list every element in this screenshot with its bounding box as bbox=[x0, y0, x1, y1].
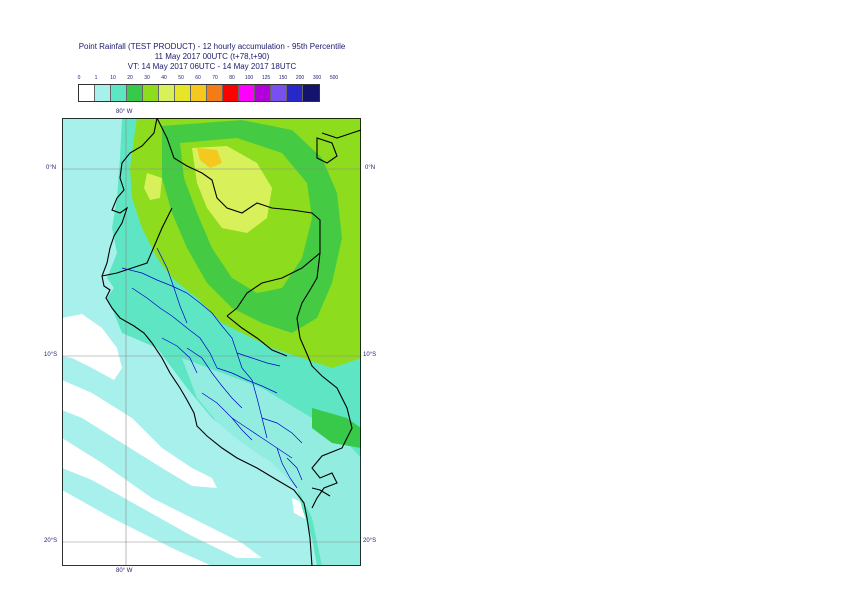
legend-swatches bbox=[78, 84, 320, 102]
lat-label-right-0: 0°N bbox=[365, 165, 376, 171]
lat-label-right-10: 10°S bbox=[363, 352, 377, 358]
dry-patch-3 bbox=[62, 438, 262, 558]
lon-label-bottom: 80° W bbox=[116, 568, 133, 574]
lat-label-left-20: 20°S bbox=[44, 538, 58, 544]
legend-label: 40 bbox=[161, 75, 167, 81]
title-line-3: VT: 14 May 2017 06UTC - 14 May 2017 18UT… bbox=[127, 62, 297, 71]
legend-swatch bbox=[95, 85, 111, 101]
legend-swatch bbox=[271, 85, 287, 101]
map-gridlines bbox=[62, 118, 361, 566]
rainfall-map bbox=[62, 118, 361, 566]
rain-green-patch-se bbox=[312, 408, 361, 448]
legend-swatch bbox=[111, 85, 127, 101]
rain-orange bbox=[197, 148, 222, 168]
title-line-2: 11 May 2017 00UTC (t+78,t+90) bbox=[154, 52, 270, 61]
legend-swatch bbox=[143, 85, 159, 101]
legend-swatch bbox=[79, 85, 95, 101]
dry-patch-4 bbox=[62, 490, 212, 566]
map-frame bbox=[62, 118, 361, 566]
lon-label-top: 80° W bbox=[116, 109, 133, 115]
lat-label-right-20: 20°S bbox=[363, 538, 377, 544]
legend-swatch bbox=[127, 85, 143, 101]
legend-label: 1 bbox=[94, 75, 98, 81]
legend-swatch bbox=[223, 85, 239, 101]
legend-colorbar bbox=[78, 84, 320, 102]
rain-yellow bbox=[192, 146, 272, 233]
rain-teal-south bbox=[182, 358, 361, 566]
legend-swatch bbox=[175, 85, 191, 101]
legend-label: 50 bbox=[178, 75, 184, 81]
legend-swatch bbox=[287, 85, 303, 101]
legend-label: 100 bbox=[244, 75, 254, 81]
chart-title-block: Point Rainfall (TEST PRODUCT) - 12 hourl… bbox=[62, 42, 362, 72]
title-line-1: Point Rainfall (TEST PRODUCT) - 12 hourl… bbox=[78, 42, 346, 51]
legend-swatch bbox=[207, 85, 223, 101]
legend-swatch bbox=[239, 85, 255, 101]
legend-label: 30 bbox=[144, 75, 150, 81]
legend-label: 20 bbox=[127, 75, 133, 81]
legend-label: 200 bbox=[295, 75, 305, 81]
legend-labels: 0 1 10 20 30 40 50 60 70 80 100 125 150 200 300 500 bbox=[78, 75, 348, 84]
legend-label: 125 bbox=[261, 75, 271, 81]
regional-boundaries bbox=[121, 247, 303, 489]
legend-label: 70 bbox=[212, 75, 218, 81]
legend-swatch bbox=[191, 85, 207, 101]
legend-label: 300 bbox=[312, 75, 322, 81]
lat-label-left-10: 10°S bbox=[44, 352, 58, 358]
legend-swatch bbox=[255, 85, 271, 101]
legend-label: 500 bbox=[329, 75, 339, 81]
coastline bbox=[101, 118, 361, 566]
legend-label: 10 bbox=[110, 75, 116, 81]
rain-yellow-2 bbox=[144, 173, 162, 200]
legend-label: 80 bbox=[229, 75, 235, 81]
legend-label: 0 bbox=[77, 75, 81, 81]
legend-swatch bbox=[303, 85, 319, 101]
dry-patch-1 bbox=[62, 314, 122, 380]
lat-label-left-0: 0°N bbox=[46, 165, 57, 171]
legend-label: 60 bbox=[195, 75, 201, 81]
legend-swatch bbox=[159, 85, 175, 101]
dry-patch-2 bbox=[62, 380, 217, 488]
legend-label: 150 bbox=[278, 75, 288, 81]
